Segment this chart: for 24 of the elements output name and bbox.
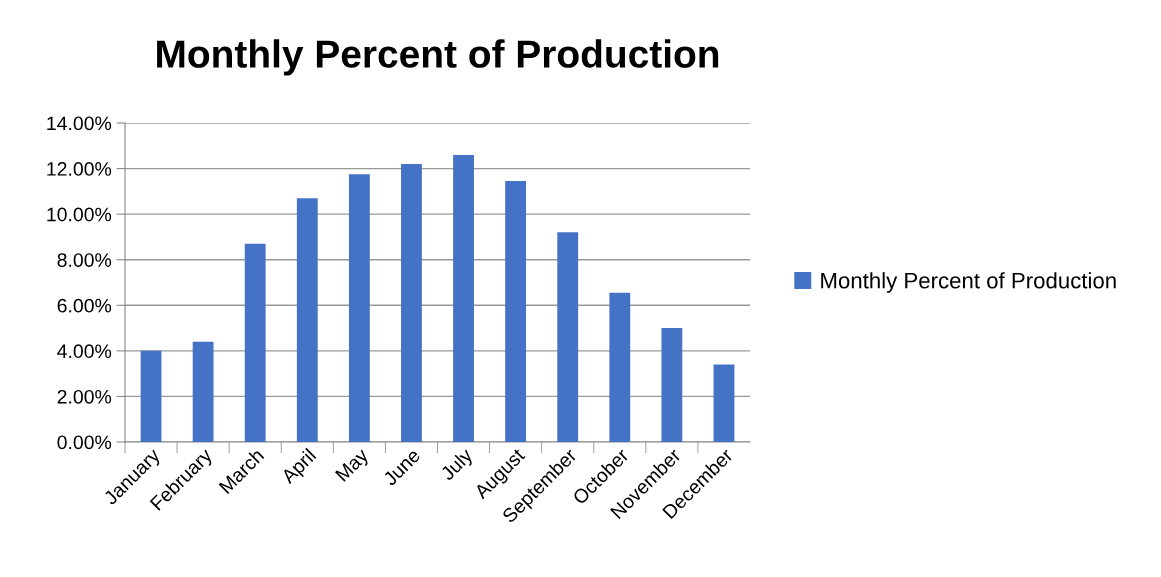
- bar: [453, 154, 474, 442]
- bar: [244, 243, 266, 442]
- y-tick-label: 0.00%: [57, 435, 112, 450]
- bar: [713, 364, 735, 442]
- legend-label: Monthly Percent of Production: [821, 272, 1116, 293]
- bar: [557, 232, 579, 442]
- bar: [192, 341, 214, 442]
- bar: [609, 292, 631, 442]
- y-tick-label: 8.00%: [57, 253, 112, 267]
- y-tick-label: 12.00%: [47, 162, 112, 176]
- bar: [348, 174, 370, 442]
- x-tick-label: July: [439, 446, 477, 484]
- x-tick-label: May: [335, 447, 373, 485]
- chart-title: Monthly Percent of Production: [157, 39, 719, 76]
- bar: [401, 164, 422, 442]
- y-tick-label: 14.00%: [47, 116, 112, 131]
- y-tick-label: 2.00%: [57, 389, 112, 404]
- y-tick-label: 10.00%: [47, 207, 112, 222]
- bar: [505, 181, 527, 442]
- bar: [296, 198, 318, 442]
- y-tick-label: 4.00%: [57, 344, 112, 359]
- bar: [661, 328, 683, 442]
- y-tick-label: 6.00%: [57, 298, 112, 313]
- bar: [140, 350, 162, 442]
